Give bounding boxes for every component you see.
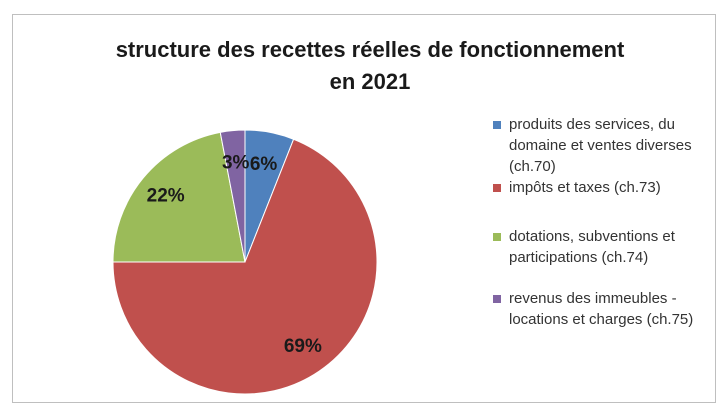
data-label: 69% (284, 336, 322, 357)
legend-swatch (493, 295, 501, 303)
legend-swatch (493, 121, 501, 129)
legend-item: dotations, subventions et participations… (493, 226, 708, 268)
legend-item: produits des services, du domaine et ven… (493, 114, 708, 177)
legend: produits des services, du domaine et ven… (493, 114, 708, 330)
pie-slice (112, 138, 378, 395)
pie-slice (112, 131, 246, 263)
chart-frame (12, 14, 716, 403)
data-label: 6% (250, 154, 278, 175)
pie-slice (219, 129, 246, 263)
legend-item: impôts et taxes (ch.73) (493, 177, 708, 198)
chart-title: structure des recettes réelles de foncti… (115, 37, 625, 94)
data-label: 22% (147, 185, 185, 206)
legend-label: revenus des immeubles - locations et cha… (509, 290, 694, 328)
data-label: 3% (222, 152, 250, 173)
legend-label: dotations, subventions et participations… (509, 228, 675, 266)
legend-label: produits des services, du domaine et ven… (509, 116, 692, 175)
legend-label: impôts et taxes (ch.73) (509, 179, 661, 196)
legend-swatch (493, 184, 501, 192)
legend-swatch (493, 233, 501, 241)
legend-item: revenus des immeubles - locations et cha… (493, 288, 708, 330)
